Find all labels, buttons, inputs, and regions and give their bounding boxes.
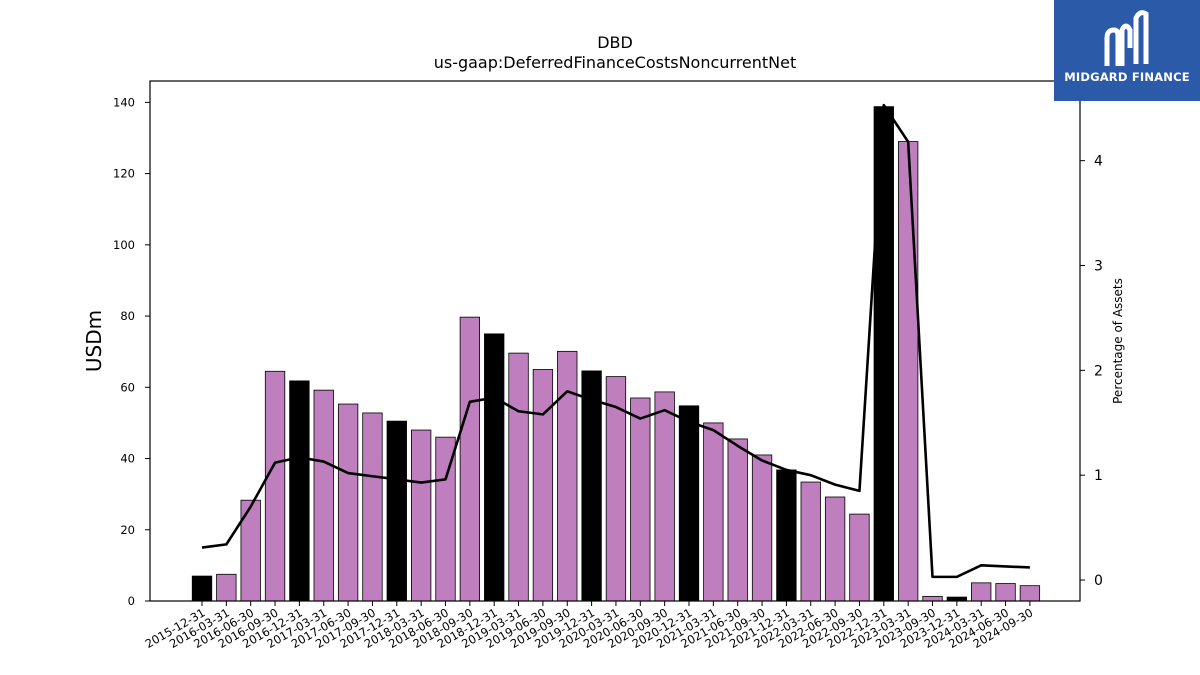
bar xyxy=(727,438,748,602)
bar xyxy=(216,573,237,602)
percentage-line xyxy=(201,103,1030,579)
midgard-logo-icon xyxy=(1104,10,1149,66)
bar xyxy=(922,595,943,602)
bar xyxy=(264,370,286,602)
bar xyxy=(508,352,529,602)
bar xyxy=(898,141,919,602)
bar xyxy=(630,397,651,602)
y-tick-label: 120 xyxy=(113,167,135,181)
y-axis-label: USDm xyxy=(82,310,106,372)
bar xyxy=(191,575,213,602)
bar xyxy=(362,412,383,602)
bar xyxy=(995,583,1016,602)
bar xyxy=(557,350,578,602)
bar xyxy=(776,469,797,602)
bar xyxy=(800,481,821,602)
bar xyxy=(459,316,481,602)
bar xyxy=(337,403,359,602)
bar xyxy=(703,422,724,602)
bar xyxy=(971,582,992,602)
chart-title: DBD xyxy=(597,33,633,52)
bar xyxy=(1019,585,1041,602)
axes: 020406080100120140012342015-12-312016-03… xyxy=(113,80,1103,651)
y-tick-label: 0 xyxy=(128,594,135,608)
bar xyxy=(849,513,870,602)
plot-frame xyxy=(149,80,1081,602)
y-tick-label: 100 xyxy=(113,238,135,252)
y2-tick-label: 1 xyxy=(1094,468,1103,484)
bar xyxy=(484,333,505,602)
bar xyxy=(654,391,675,602)
bar xyxy=(289,380,310,602)
bar xyxy=(410,429,432,602)
y2-tick-label: 2 xyxy=(1094,363,1103,379)
bar xyxy=(386,420,407,602)
chart-subtitle: us-gaap:DeferredFinanceCostsNoncurrentNe… xyxy=(434,53,797,72)
line-series xyxy=(201,103,1030,579)
y2-tick-label: 4 xyxy=(1094,154,1103,170)
bar xyxy=(532,369,554,602)
y2-tick-label: 3 xyxy=(1094,259,1103,275)
y-tick-label: 140 xyxy=(113,95,135,109)
y-tick-label: 20 xyxy=(120,523,135,537)
bar xyxy=(678,405,700,602)
bar xyxy=(581,370,602,602)
midgard-finance-logo: MIDGARD FINANCE xyxy=(1054,0,1200,101)
bar xyxy=(824,496,846,602)
bar-series xyxy=(191,106,1041,602)
y-tick-label: 40 xyxy=(120,452,135,466)
y2-axis-label: Percentage of Assets xyxy=(1111,278,1125,404)
y2-tick-label: 0 xyxy=(1094,573,1103,589)
bar xyxy=(313,389,334,602)
y-tick-label: 60 xyxy=(120,380,135,394)
bar xyxy=(751,454,773,602)
y-tick-label: 80 xyxy=(120,309,135,323)
logo-text: MIDGARD FINANCE xyxy=(1064,70,1190,84)
bar xyxy=(873,106,894,602)
